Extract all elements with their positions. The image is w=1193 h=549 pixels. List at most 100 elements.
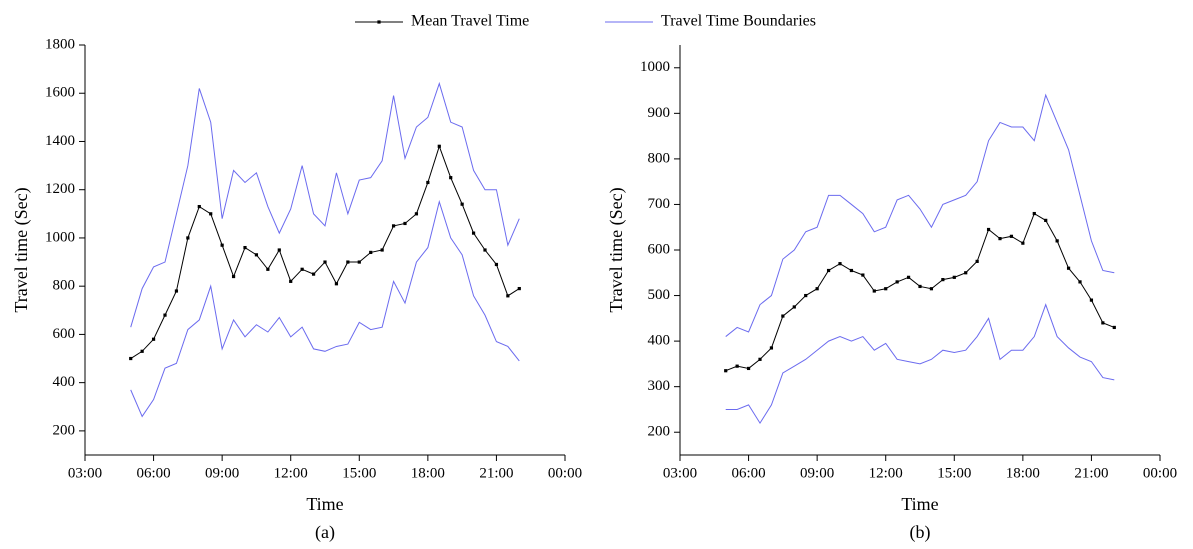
y-tick-label: 200 <box>648 424 671 440</box>
y-tick-label: 600 <box>648 241 671 257</box>
x-axis-label: Time <box>901 494 938 514</box>
point <box>769 346 774 350</box>
point <box>1112 325 1116 330</box>
point <box>895 280 899 284</box>
y-tick-label: 700 <box>648 196 671 212</box>
point <box>471 231 476 235</box>
point <box>437 144 441 148</box>
y-tick-label: 1800 <box>45 36 75 52</box>
point <box>323 260 327 264</box>
point <box>151 337 156 341</box>
point <box>1021 241 1025 245</box>
y-tick-label: 1400 <box>45 133 75 149</box>
point <box>220 243 224 247</box>
x-tick-label: 00:00 <box>1143 465 1177 481</box>
point <box>426 180 430 185</box>
point <box>952 275 956 279</box>
point <box>986 227 991 232</box>
y-tick-label: 1000 <box>640 59 670 75</box>
point <box>781 314 785 318</box>
point <box>174 289 179 293</box>
y-tick-label: 400 <box>648 333 671 349</box>
x-tick-label: 09:00 <box>205 465 239 481</box>
point <box>266 267 270 271</box>
y-tick-label: 1600 <box>45 85 75 101</box>
point <box>197 204 201 209</box>
point <box>209 212 213 216</box>
x-tick-label: 00:00 <box>548 465 582 481</box>
y-tick-label: 900 <box>648 105 671 121</box>
point <box>975 259 979 263</box>
point <box>724 369 728 373</box>
point <box>826 268 831 273</box>
x-tick-label: 15:00 <box>342 465 376 481</box>
point <box>1066 266 1071 270</box>
point <box>929 287 934 291</box>
point <box>277 248 281 252</box>
y-tick-label: 1200 <box>45 181 75 197</box>
x-tick-label: 18:00 <box>411 465 445 481</box>
point <box>884 287 888 291</box>
y-tick-label: 1000 <box>45 229 75 245</box>
point <box>1009 234 1014 238</box>
point <box>460 202 464 206</box>
point <box>735 364 739 368</box>
point <box>391 224 396 228</box>
point <box>838 262 842 266</box>
caption: (a) <box>315 522 335 543</box>
point <box>300 267 304 271</box>
point <box>254 253 259 257</box>
point <box>861 273 865 277</box>
point <box>746 366 751 371</box>
boundary-line <box>130 199 520 418</box>
legend-label: Travel Time Boundaries <box>661 13 816 30</box>
point <box>311 272 316 276</box>
x-tick-label: 21:00 <box>479 465 513 481</box>
point <box>1089 298 1094 302</box>
point <box>346 260 350 264</box>
point <box>403 221 407 226</box>
point <box>1044 218 1048 222</box>
point <box>449 176 453 180</box>
point <box>517 286 521 291</box>
point <box>506 294 510 298</box>
x-tick-label: 12:00 <box>869 465 903 481</box>
y-tick-label: 200 <box>53 422 76 438</box>
x-axis-label: Time <box>306 494 343 514</box>
mean-line <box>725 212 1115 372</box>
point <box>380 248 384 252</box>
boundary-line <box>725 93 1115 337</box>
boundary-line <box>130 81 520 328</box>
point <box>357 260 361 264</box>
point <box>1055 239 1059 243</box>
point <box>964 271 968 275</box>
point <box>792 305 796 309</box>
x-tick-label: 12:00 <box>274 465 308 481</box>
caption: (b) <box>910 522 931 543</box>
x-tick-label: 06:00 <box>136 465 170 481</box>
y-axis-label: Travel time (Sec) <box>11 187 32 312</box>
point <box>140 349 144 353</box>
y-tick-label: 800 <box>648 150 671 166</box>
point <box>941 278 945 282</box>
legend-marker <box>377 20 381 24</box>
y-tick-label: 800 <box>53 278 76 294</box>
point <box>243 245 247 250</box>
point <box>849 268 854 273</box>
legend: Mean Travel Time Travel Time Boundaries <box>355 13 816 30</box>
y-axis-label: Travel time (Sec) <box>606 187 627 312</box>
y-tick-label: 400 <box>53 374 76 390</box>
point <box>918 284 922 289</box>
point <box>998 237 1002 241</box>
point <box>129 356 133 361</box>
x-tick-label: 03:00 <box>68 465 102 481</box>
point <box>1032 211 1036 216</box>
x-tick-label: 06:00 <box>731 465 765 481</box>
point <box>872 289 876 293</box>
boundary-line <box>725 303 1115 425</box>
legend-label: Mean Travel Time <box>411 13 529 30</box>
y-tick-label: 600 <box>53 326 76 342</box>
point <box>369 250 373 255</box>
point <box>414 212 419 216</box>
